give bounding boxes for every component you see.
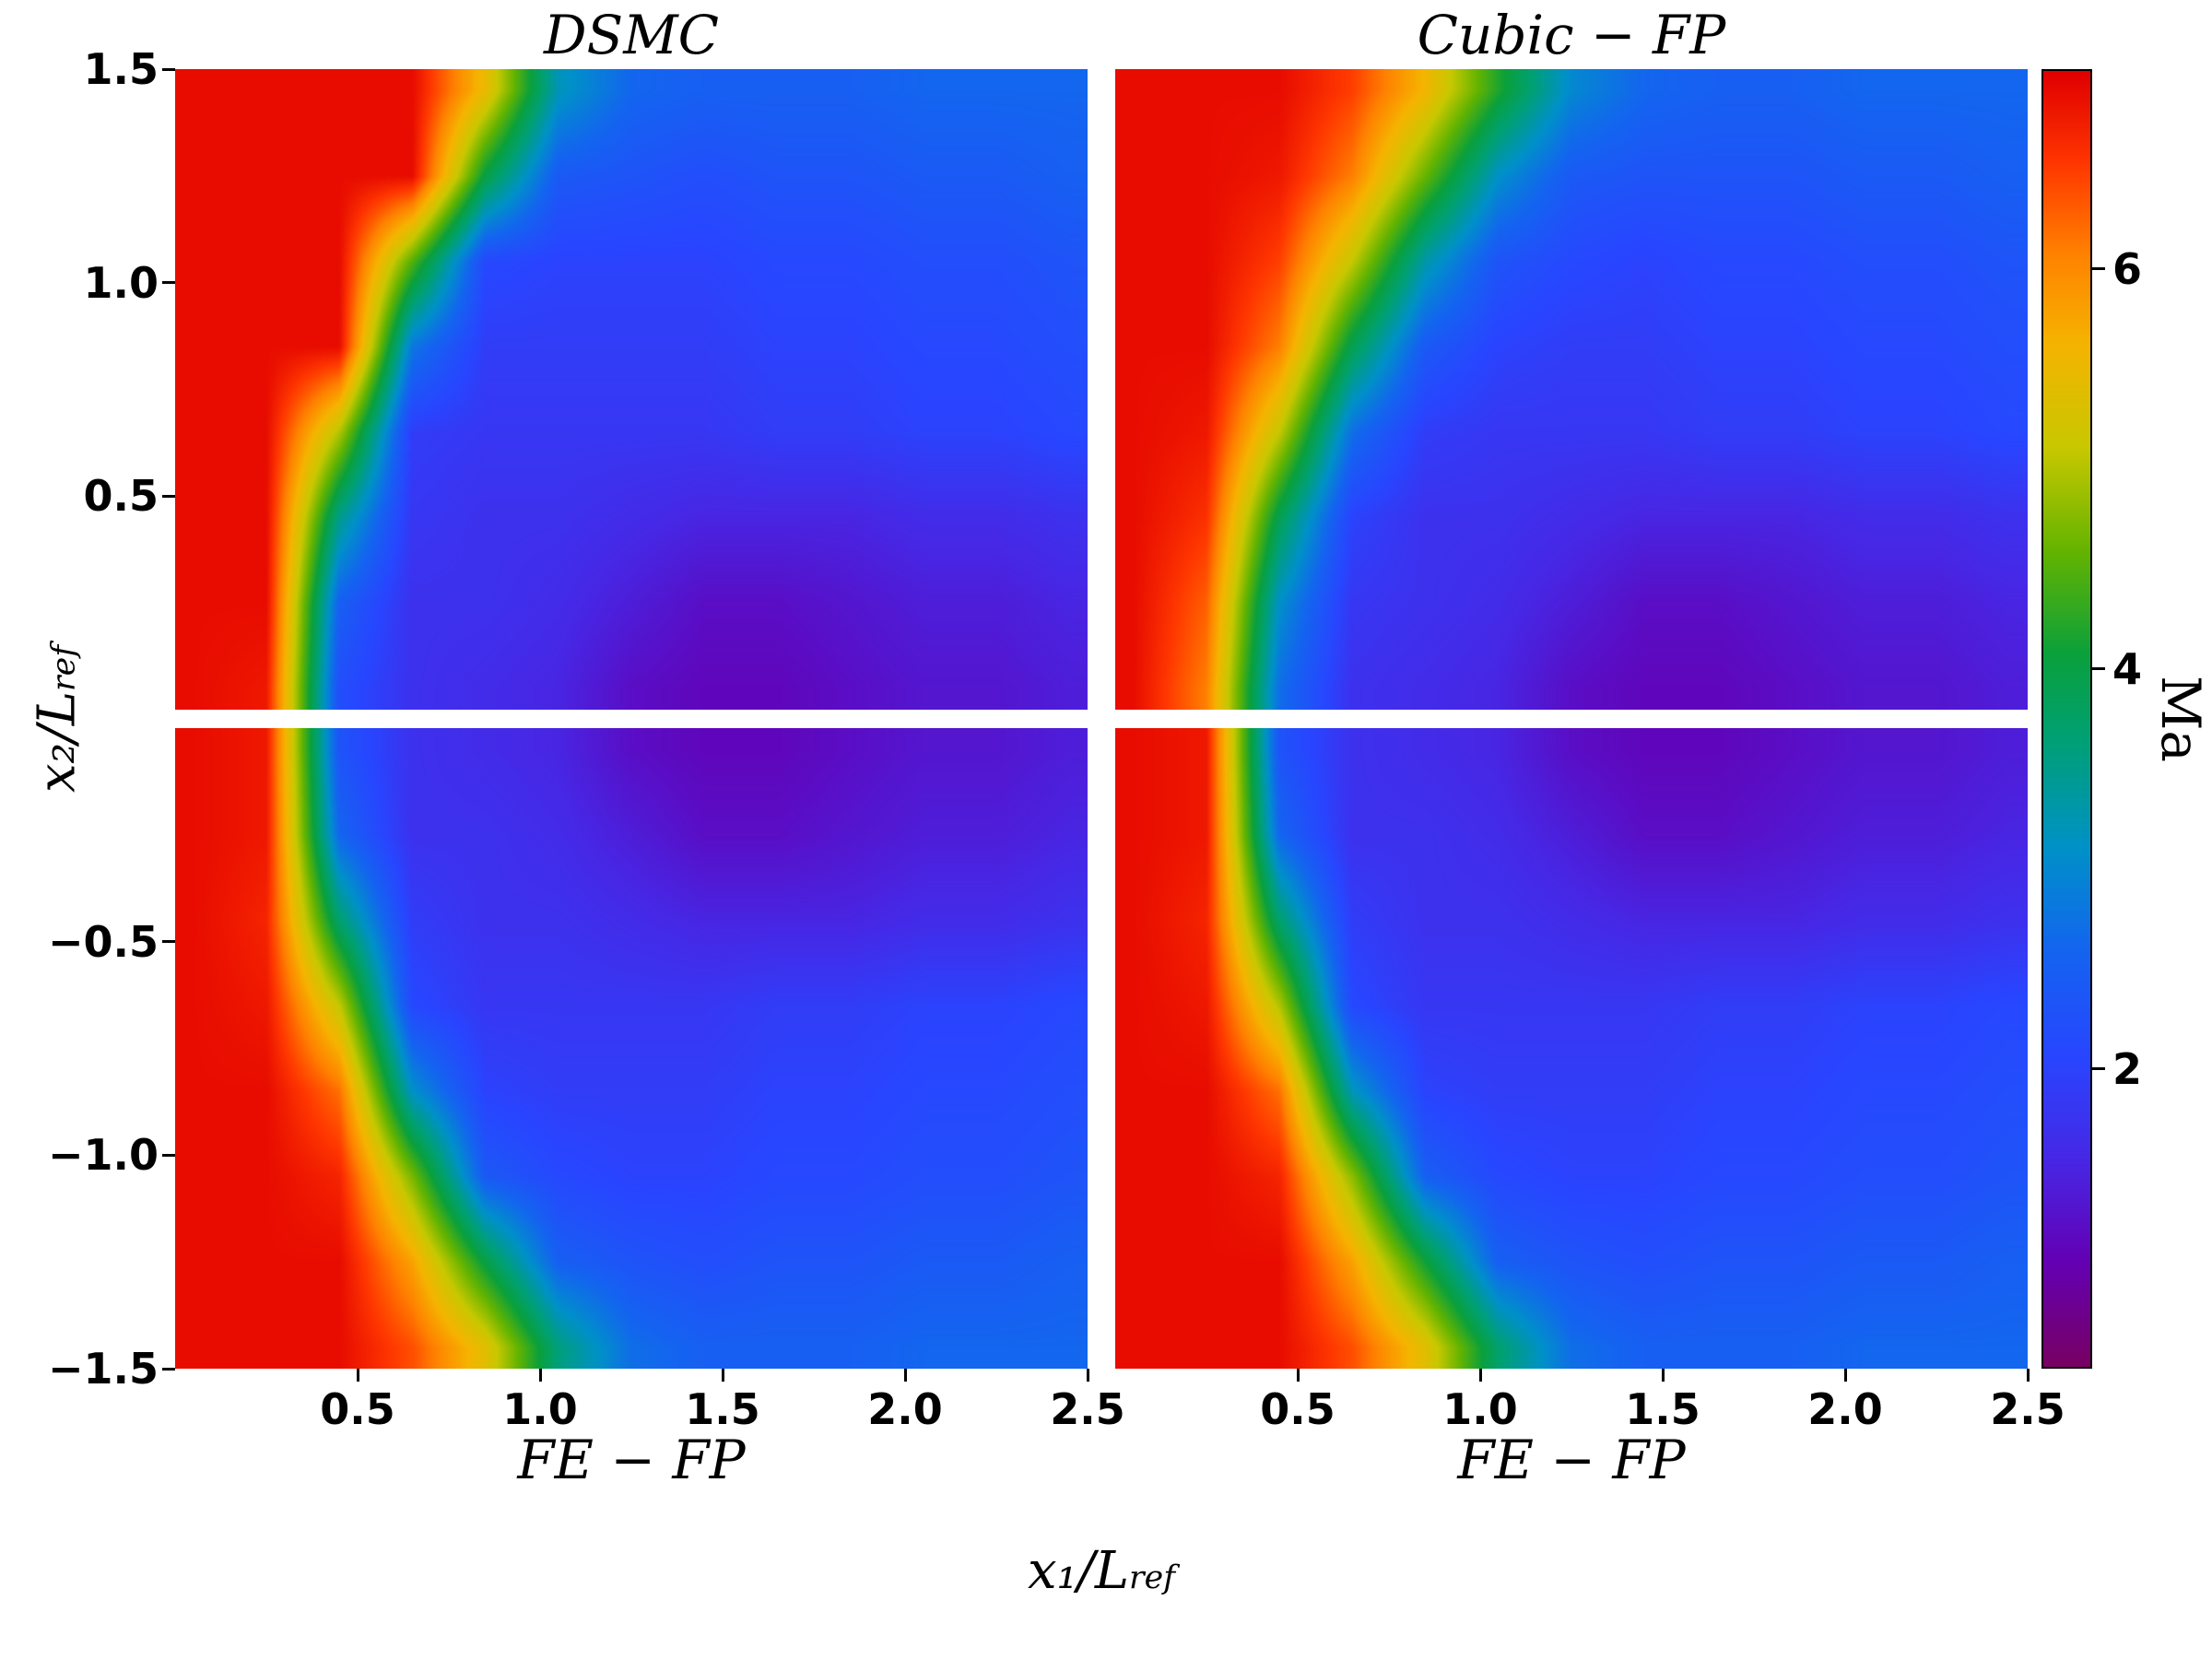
- y-axis-label-main: x₂/L: [27, 690, 88, 794]
- y-tick-mark: [162, 494, 175, 498]
- y-tick-mark: [162, 1153, 175, 1157]
- x-tick-mark: [1661, 1369, 1665, 1382]
- heatmap-panel-fe-fp-right: [1115, 728, 2028, 1369]
- colorbar: [2041, 69, 2092, 1369]
- colorbar-tick-mark: [2092, 1067, 2105, 1071]
- x-axis-label-main: x₁/L: [1027, 1541, 1130, 1601]
- y-tick-label: 1.0: [83, 257, 159, 308]
- y-tick-mark: [162, 940, 175, 944]
- x-tick-label: 2.0: [1807, 1384, 1883, 1434]
- x-tick-mark: [1086, 1369, 1089, 1382]
- y-tick-mark: [162, 67, 175, 71]
- colorbar-tick-label: 6: [2112, 243, 2143, 294]
- y-tick-label: −0.5: [47, 916, 159, 967]
- panel-title-dsmc: DSMC: [543, 4, 719, 66]
- y-tick-label: 1.5: [83, 44, 159, 94]
- heatmap-panel-cubic-fp: [1115, 69, 2028, 710]
- panel-title-fe-fp-right: FE − FP: [1457, 1429, 1686, 1491]
- x-tick-mark: [538, 1369, 542, 1382]
- y-axis-label: x₂/Lref: [28, 645, 88, 793]
- y-tick-label: −1.0: [47, 1130, 159, 1181]
- x-tick-label: 2.0: [867, 1384, 943, 1434]
- heatmap-panel-fe-fp-left: [175, 728, 1088, 1369]
- y-tick-mark: [162, 281, 175, 285]
- y-tick-mark: [162, 1367, 175, 1371]
- colorbar-tick-label: 2: [2112, 1043, 2143, 1094]
- x-tick-mark: [1478, 1369, 1482, 1382]
- x-tick-label: 2.5: [1050, 1384, 1125, 1434]
- panel-title-cubic-fp: Cubic − FP: [1417, 4, 1726, 66]
- x-tick-mark: [2026, 1369, 2030, 1382]
- x-tick-label: 1.0: [1442, 1384, 1518, 1434]
- colorbar-tick-label: 4: [2112, 643, 2143, 694]
- x-tick-mark: [903, 1369, 907, 1382]
- x-tick-label: 1.5: [685, 1384, 760, 1434]
- colorbar-tick-mark: [2092, 667, 2105, 671]
- x-tick-label: 1.0: [502, 1384, 578, 1434]
- y-axis-label-subscript: ref: [45, 644, 83, 691]
- x-tick-mark: [1843, 1369, 1847, 1382]
- panel-title-fe-fp-left: FE − FP: [517, 1429, 746, 1491]
- heatmap-panel-dsmc: [175, 69, 1088, 710]
- x-tick-label: 1.5: [1625, 1384, 1700, 1434]
- x-tick-mark: [1296, 1369, 1300, 1382]
- x-tick-label: 0.5: [1260, 1384, 1335, 1434]
- x-axis-label-subscript: ref: [1129, 1559, 1176, 1596]
- colorbar-tick-mark: [2092, 267, 2105, 271]
- y-tick-label: −1.5: [47, 1344, 159, 1394]
- x-tick-label: 2.5: [1990, 1384, 2065, 1434]
- x-axis-label: x₁/Lref: [175, 1541, 2028, 1601]
- x-tick-mark: [721, 1369, 724, 1382]
- x-tick-label: 0.5: [320, 1384, 395, 1434]
- y-tick-label: 0.5: [83, 471, 159, 522]
- x-tick-mark: [356, 1369, 359, 1382]
